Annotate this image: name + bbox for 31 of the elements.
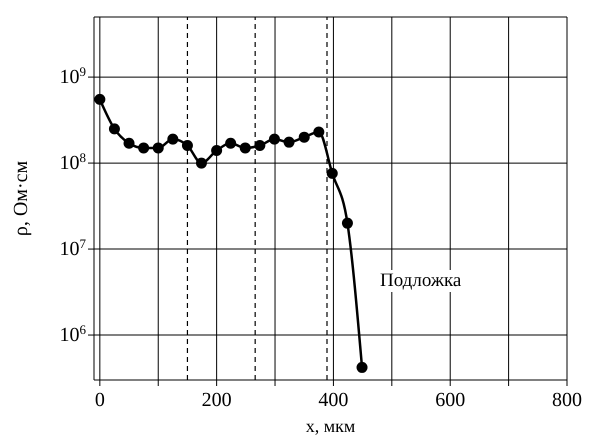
point <box>268 134 280 145</box>
annotation: Подложка <box>380 270 462 292</box>
point <box>326 168 338 179</box>
y-axis-title: ρ, Ом·см <box>10 160 32 236</box>
point <box>211 145 222 156</box>
y-tick-label: 10$^{8}$ <box>60 150 86 174</box>
x-tick-label: 0 <box>94 389 105 411</box>
x-axis-title: x, мкм <box>306 416 356 436</box>
x-tick-label: 800 <box>552 389 582 411</box>
point <box>167 134 178 145</box>
point <box>225 138 236 149</box>
x-tick-label: 600 <box>435 389 466 411</box>
point <box>254 140 266 152</box>
point <box>284 136 295 148</box>
point <box>240 142 251 154</box>
point <box>94 94 106 105</box>
point <box>108 123 120 134</box>
point <box>182 140 193 152</box>
point <box>196 158 207 169</box>
x-tick-label: 200 <box>202 389 232 411</box>
point <box>138 142 150 154</box>
y-tick-label: 10$^{9}$ <box>60 64 86 88</box>
y-tick-label: 10$^{6}$ <box>60 322 86 346</box>
point <box>342 218 353 229</box>
point <box>124 138 135 149</box>
y-tick-label: 10$^{7}$ <box>60 236 86 260</box>
point <box>298 132 310 143</box>
x-tick-label: 400 <box>318 389 348 411</box>
point <box>313 126 324 138</box>
point <box>152 142 164 154</box>
point <box>356 362 368 373</box>
